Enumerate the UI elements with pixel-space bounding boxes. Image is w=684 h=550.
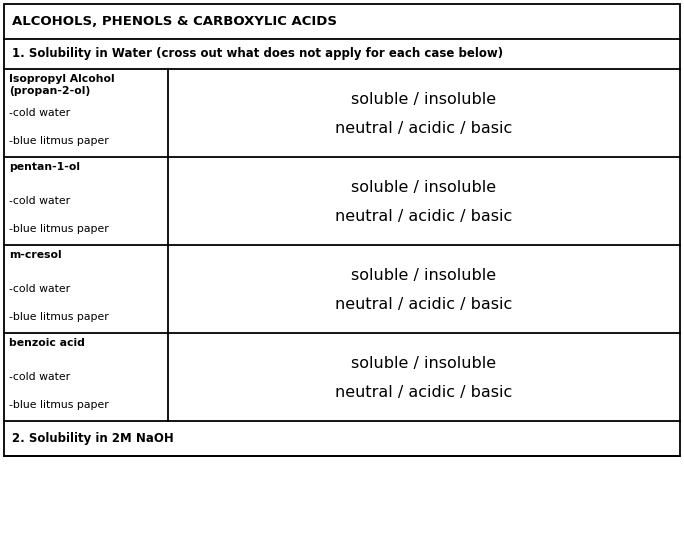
- Text: ALCOHOLS, PHENOLS & CARBOXYLIC ACIDS: ALCOHOLS, PHENOLS & CARBOXYLIC ACIDS: [12, 15, 337, 28]
- Text: -blue litmus paper: -blue litmus paper: [9, 136, 109, 146]
- Text: soluble / insoluble: soluble / insoluble: [352, 180, 497, 195]
- Text: -cold water: -cold water: [9, 284, 70, 294]
- Text: pentan-1-ol: pentan-1-ol: [9, 162, 80, 172]
- Text: soluble / insoluble: soluble / insoluble: [352, 92, 497, 107]
- Text: soluble / insoluble: soluble / insoluble: [352, 268, 497, 283]
- Text: neutral / acidic / basic: neutral / acidic / basic: [335, 210, 512, 224]
- Text: -cold water: -cold water: [9, 196, 70, 206]
- Text: 1. Solubility in Water (cross out what does not apply for each case below): 1. Solubility in Water (cross out what d…: [12, 47, 503, 60]
- Text: -blue litmus paper: -blue litmus paper: [9, 224, 109, 234]
- Text: benzoic acid: benzoic acid: [9, 338, 85, 348]
- Text: 2. Solubility in 2M NaOH: 2. Solubility in 2M NaOH: [12, 432, 174, 445]
- Text: m-cresol: m-cresol: [9, 250, 62, 260]
- Text: neutral / acidic / basic: neutral / acidic / basic: [335, 386, 512, 400]
- Text: -blue litmus paper: -blue litmus paper: [9, 400, 109, 410]
- Text: -cold water: -cold water: [9, 372, 70, 382]
- Bar: [4, 4, 680, 456]
- Text: neutral / acidic / basic: neutral / acidic / basic: [335, 298, 512, 312]
- Text: -blue litmus paper: -blue litmus paper: [9, 312, 109, 322]
- Text: neutral / acidic / basic: neutral / acidic / basic: [335, 122, 512, 136]
- Text: -cold water: -cold water: [9, 108, 70, 118]
- Text: Isopropyl Alcohol
(propan-2-ol): Isopropyl Alcohol (propan-2-ol): [9, 74, 115, 96]
- Text: soluble / insoluble: soluble / insoluble: [352, 356, 497, 371]
